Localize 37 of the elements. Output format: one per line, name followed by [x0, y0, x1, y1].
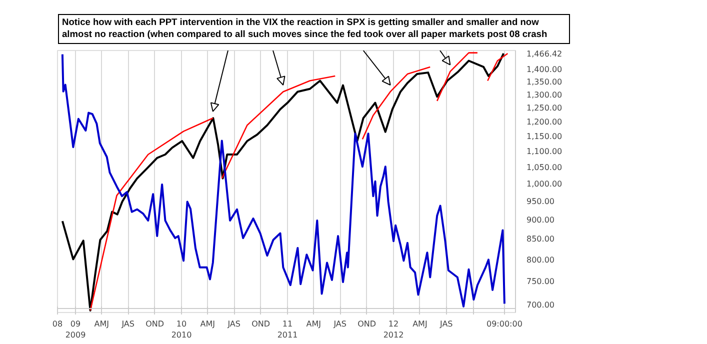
y-tick-label: 1,150.00 [526, 132, 562, 141]
y-tick-label: 950.00 [526, 196, 554, 206]
x-tick-label: 08 [52, 320, 63, 328]
y-tick-label: 700.00 [526, 300, 554, 310]
y-tick-label: 750.00 [526, 277, 554, 286]
y-tick-label: 1,200.00 [526, 118, 562, 127]
y-tick-label: 1,466.42 [526, 49, 562, 58]
line-series [90, 117, 214, 312]
y-tick-label: 1,000.00 [526, 179, 562, 188]
x-tick-label: JAS [332, 320, 346, 328]
x-tick-label: JAS [438, 320, 453, 328]
line-series [362, 66, 431, 140]
x-tick-label: AMJ [94, 320, 110, 328]
y-tick-label: 1,050.00 [526, 162, 562, 172]
x-tick-label: JAS [120, 320, 134, 328]
y-tick-label: 1,300.00 [526, 90, 562, 100]
y-tick-label: 900.00 [526, 215, 554, 224]
x-tick-label: 09:00:00 [486, 320, 522, 328]
y-tick-label: 1,400.00 [526, 65, 562, 74]
x-tick-label: OND [146, 320, 164, 328]
x-tick-label: 09 2009 [65, 320, 86, 340]
x-tick-label: AMJ [412, 320, 428, 328]
y-tick-label: 1,250.00 [526, 104, 562, 113]
x-tick-label: OND [358, 320, 376, 328]
x-tick-label: 12 2012 [383, 320, 404, 340]
x-tick-label: JAS [226, 320, 240, 328]
x-tick-label: OND [252, 320, 270, 328]
x-tick-label: 11 2011 [277, 320, 298, 340]
y-tick-label: 850.00 [526, 234, 554, 244]
y-tick-label: 800.00 [526, 255, 554, 264]
line-series [221, 75, 336, 180]
x-tick-label: AMJ [306, 320, 322, 328]
x-tick-label: AMJ [200, 320, 216, 328]
x-tick-label: 10 2010 [171, 320, 192, 340]
y-tick-label: 1,350.00 [526, 78, 562, 87]
y-tick-label: 1,100.00 [526, 147, 562, 156]
chart-title: Notice how with each PPT intervention in the VIX the reaction in SPX is getting smaller and smaller and now almost no reaction (when compared to all such moves since the fed took over all paper markets post 08 crash [62, 16, 548, 40]
